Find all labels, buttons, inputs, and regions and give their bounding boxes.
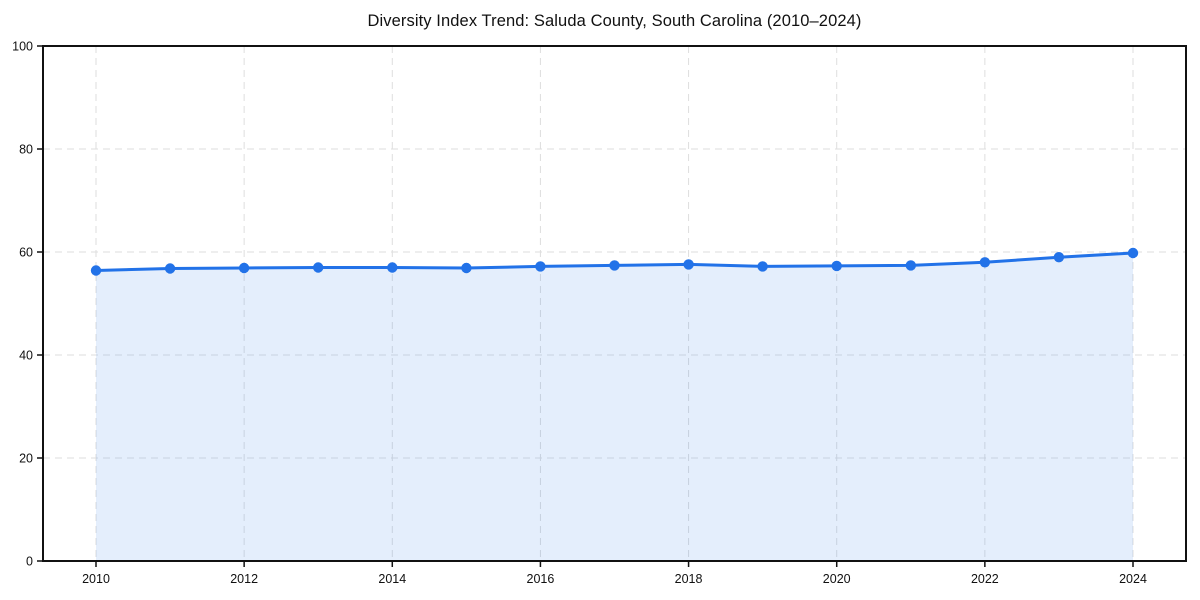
x-tick-label: 2018 bbox=[675, 572, 703, 586]
data-point bbox=[979, 257, 991, 268]
data-point bbox=[387, 262, 398, 273]
data-point bbox=[683, 259, 694, 270]
x-tick-label: 2016 bbox=[527, 572, 555, 586]
data-point bbox=[461, 262, 472, 274]
data-point bbox=[164, 263, 176, 274]
x-tick-label: 2024 bbox=[1119, 572, 1147, 586]
x-tick-label: 2020 bbox=[823, 572, 851, 586]
x-tick-label: 2022 bbox=[971, 572, 999, 586]
data-point bbox=[535, 261, 546, 272]
data-point bbox=[238, 262, 250, 274]
x-tick-label: 2014 bbox=[378, 572, 406, 586]
data-point bbox=[313, 262, 324, 273]
area-fill bbox=[96, 253, 1133, 561]
y-tick-label: 60 bbox=[19, 245, 33, 259]
x-tick-label: 2012 bbox=[230, 572, 258, 586]
y-tick-label: 0 bbox=[26, 554, 33, 568]
data-points bbox=[90, 247, 1139, 276]
data-point bbox=[757, 261, 768, 272]
y-tick-label: 40 bbox=[19, 348, 33, 362]
plot-frame bbox=[42, 45, 1187, 562]
chart-title: Diversity Index Trend: Saluda County, So… bbox=[367, 12, 862, 30]
data-point bbox=[609, 260, 620, 271]
y-tick-label: 20 bbox=[19, 451, 33, 465]
data-point bbox=[1053, 252, 1065, 263]
y-tick-label: 80 bbox=[19, 142, 33, 156]
x-tick-label: 2010 bbox=[82, 572, 110, 586]
x-axis-labels: 2010 2012 2014 2016 2018 2020 2022 2024 bbox=[82, 561, 1147, 586]
grid-lines bbox=[43, 46, 1186, 561]
data-point bbox=[905, 260, 916, 271]
data-point bbox=[1127, 247, 1139, 259]
data-point bbox=[90, 265, 102, 276]
y-axis-labels: 0 20 40 60 80 100 bbox=[12, 39, 43, 568]
y-tick-label: 100 bbox=[12, 39, 33, 53]
data-point bbox=[831, 260, 842, 272]
